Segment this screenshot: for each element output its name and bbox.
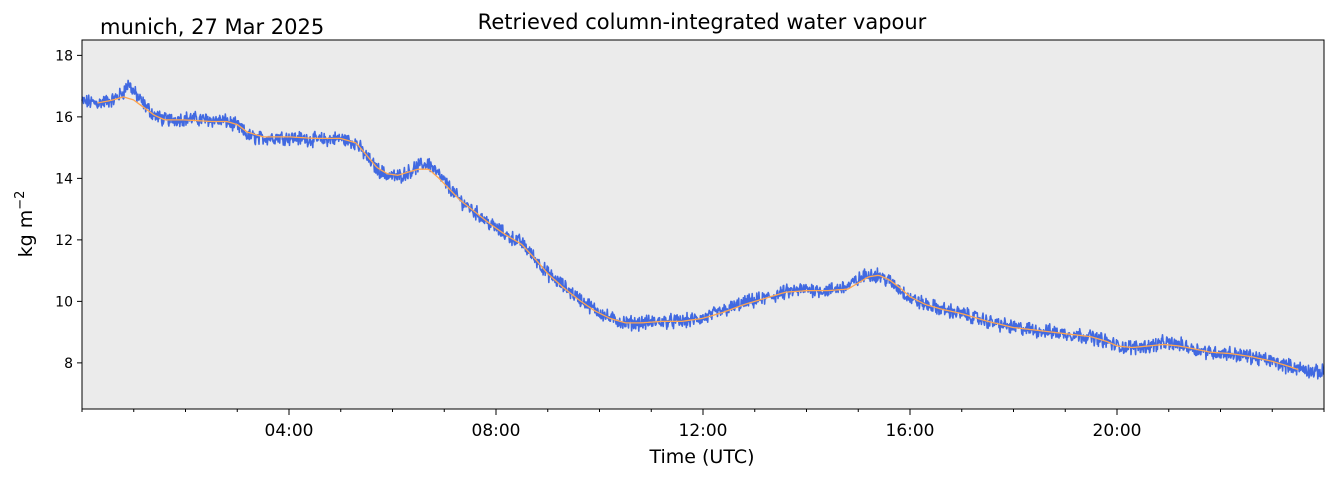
y-axis: 8 10 12 14 16 18 [55,48,82,372]
raw-series-line [81,79,1325,380]
x-tick-label: 04:00 [265,421,314,441]
smoothed-series-line [97,96,1299,371]
raw-series [81,79,1325,380]
x-axis: 04:00 08:00 12:00 16:00 20:00 [81,409,1325,441]
x-tick-label: 20:00 [1093,421,1142,441]
plot-background [82,40,1324,409]
y-axis-label-exponent: −2 [13,191,28,210]
chart-title: Retrieved column-integrated water vapour [478,10,927,34]
x-tick-label: 12:00 [679,421,728,441]
y-tick-label: 10 [55,294,73,310]
y-axis-label: kg m−2 [13,191,37,258]
y-axis-label-unit: kg m [15,210,37,258]
y-tick-label: 14 [55,171,73,187]
chart-subtitle: munich, 27 Mar 2025 [100,15,324,39]
x-tick-label: 16:00 [886,421,935,441]
y-tick-label: 8 [64,356,73,372]
x-tick-label: 08:00 [472,421,521,441]
y-tick-label: 18 [55,48,73,64]
x-axis-label: Time (UTC) [648,446,754,468]
y-tick-label: 16 [55,110,73,126]
smoothed-series [97,96,1299,371]
y-tick-label: 12 [55,233,73,249]
